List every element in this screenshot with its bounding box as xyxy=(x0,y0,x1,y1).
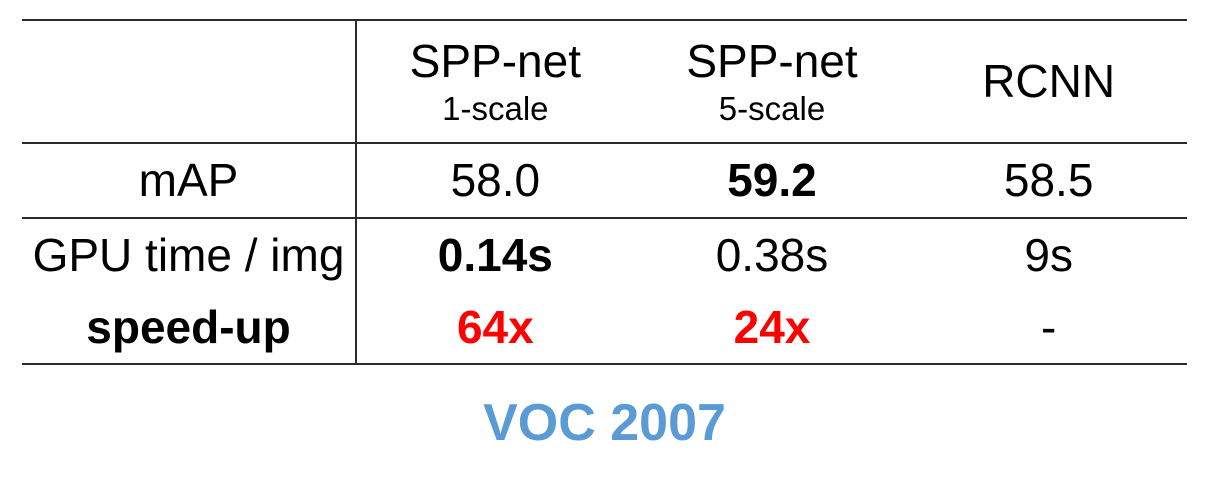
gpu-time-sppnet-1scale: 0.14s xyxy=(437,228,553,281)
column-title: RCNN xyxy=(982,55,1116,108)
dataset-caption: VOC 2007 xyxy=(483,394,726,452)
header-sppnet-5scale: SPP-net 5-scale xyxy=(633,21,911,144)
speedup-sppnet-1scale: 64x xyxy=(456,300,534,353)
map-rcnn: 58.5 xyxy=(910,144,1187,219)
gpu-time-rcnn: 9s xyxy=(1024,228,1073,281)
row-label-gpu-time: GPU time / img xyxy=(22,219,357,291)
speedup-rcnn: - xyxy=(1040,300,1057,353)
header-rcnn: RCNN xyxy=(910,21,1187,144)
header-empty-cell xyxy=(22,21,357,144)
row-label-map: mAP xyxy=(22,144,357,219)
comparison-table: SPP-net 1-scale SPP-net 5-scale RCNN mAP… xyxy=(22,19,1187,365)
column-subtitle: 5-scale xyxy=(718,89,826,127)
row-label-speedup: speed-up xyxy=(22,291,357,363)
header-sppnet-1scale: SPP-net 1-scale xyxy=(357,21,634,144)
column-subtitle: 1-scale xyxy=(442,89,549,127)
map-sppnet-1scale: 58.0 xyxy=(357,144,634,219)
map-sppnet-5scale: 59.2 xyxy=(633,144,911,219)
speedup-sppnet-5scale: 24x xyxy=(733,300,811,353)
column-title: SPP-net xyxy=(409,35,581,88)
column-title: SPP-net xyxy=(686,35,858,88)
gpu-time-sppnet-5scale: 0.38s xyxy=(715,228,829,281)
